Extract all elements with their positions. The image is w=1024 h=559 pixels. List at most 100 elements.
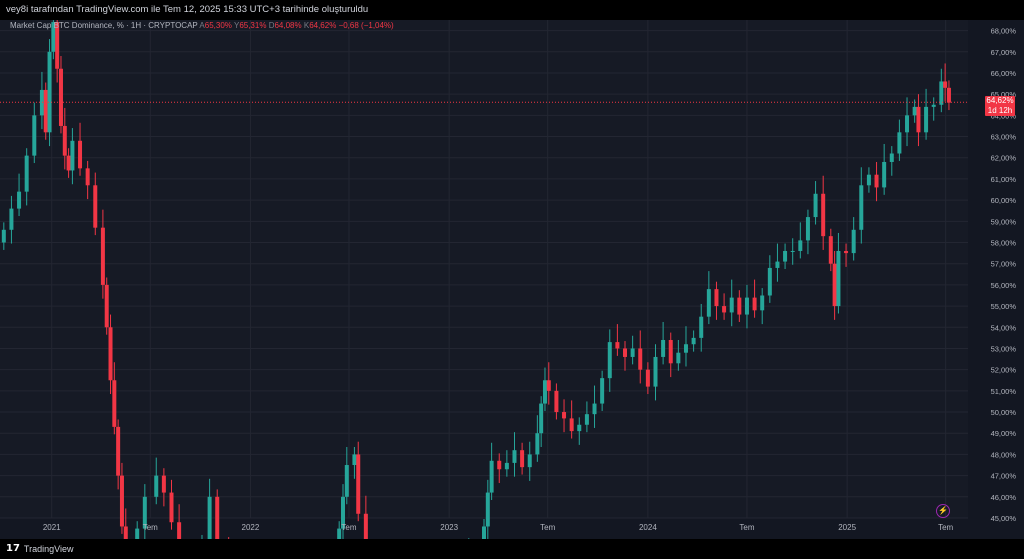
candle-body <box>828 236 833 264</box>
candle-body <box>70 140 75 171</box>
lightning-bolt-icon[interactable]: ⚡ <box>936 504 950 518</box>
footer-bar: 17 TradingView <box>0 539 1024 559</box>
change-value: −0,68 (−1,04%) <box>338 21 394 30</box>
candle-body <box>356 454 361 514</box>
candle-body <box>177 522 182 539</box>
candle-body <box>683 344 688 353</box>
y-tick-label: 59,00% <box>991 217 1017 226</box>
candle-body <box>512 450 517 463</box>
candle-body <box>527 454 532 468</box>
candle-body <box>100 227 105 285</box>
high-value: 65,31% <box>239 21 267 30</box>
candle-body <box>661 339 666 357</box>
candle-body <box>737 297 742 315</box>
candle-body <box>93 185 98 228</box>
y-tick-label: 51,00% <box>991 387 1017 396</box>
close-value: 64,62% <box>309 21 337 30</box>
candle-body <box>24 155 29 192</box>
candle-body <box>916 106 921 133</box>
x-tick-label: Tem <box>540 523 555 532</box>
y-tick-label: 62,00% <box>991 154 1017 163</box>
candle-body <box>154 475 159 497</box>
y-tick-label: 61,00% <box>991 175 1017 184</box>
y-tick-label: 57,00% <box>991 260 1017 269</box>
low-label: D <box>268 21 275 30</box>
candle-body <box>62 125 67 156</box>
open-label: A <box>199 21 205 30</box>
candle-body <box>108 327 113 381</box>
low-value: 64,08% <box>274 21 302 30</box>
candle-body <box>123 526 128 539</box>
y-tick-label: 50,00% <box>991 408 1017 417</box>
y-tick-label: 58,00% <box>991 239 1017 248</box>
y-tick-label: 65,00% <box>991 90 1017 99</box>
candle-body <box>946 87 951 103</box>
brand-name: TradingView <box>23 544 74 554</box>
candle-body <box>897 132 902 154</box>
candle-body <box>32 115 37 156</box>
candle-body <box>169 492 174 523</box>
candle-body <box>813 193 818 218</box>
plot-area[interactable] <box>0 20 968 518</box>
candle-body <box>340 496 345 529</box>
y-tick-label: 45,00% <box>991 514 1017 523</box>
candle-body <box>805 217 810 241</box>
candle-body <box>866 174 871 186</box>
candle-body <box>798 240 803 251</box>
candle-body <box>691 337 696 345</box>
x-tick-label: Tem <box>341 523 356 532</box>
attribution-text: vey8i tarafından TradingView.com ile Tem… <box>6 4 369 15</box>
symbol-title: Market Cap BTC Dominance, % · 1H · CRYPT… <box>10 21 198 30</box>
candle-body <box>939 81 944 105</box>
candle-body <box>874 174 879 188</box>
y-tick-label: 55,00% <box>991 302 1017 311</box>
candle-body <box>706 289 711 317</box>
candle-body <box>363 513 368 539</box>
candle-body <box>482 526 486 539</box>
candle-body <box>783 250 788 262</box>
candle-body <box>592 403 597 415</box>
tradingview-brand[interactable]: 17 TradingView <box>6 539 73 559</box>
y-tick-label: 52,00% <box>991 366 1017 375</box>
x-axis-ticks: 2021 Tem 2022 Tem 2023 Tem 2024 Tem 2025 Tem <box>43 523 954 532</box>
candle-body <box>775 261 780 268</box>
x-tick-label: Tem <box>739 523 754 532</box>
candle-body <box>497 460 502 470</box>
candle-body <box>104 284 109 328</box>
x-tick-label: 2022 <box>242 523 260 532</box>
candle-body <box>43 89 48 133</box>
last-price-tag: 64,62% 1d 12h <box>985 96 1015 117</box>
candle-body <box>790 250 795 252</box>
x-tick-label: Tem <box>938 523 953 532</box>
last-price-value: 64,62% <box>986 96 1014 106</box>
candle-body <box>539 403 544 434</box>
candlestick-chart[interactable]: 45,00% 46,00% 47,00% 48,00% 49,00% 50,00% 51,0… <box>0 20 1024 539</box>
y-tick-label: 60,00% <box>991 196 1017 205</box>
high-label: Y <box>233 21 240 30</box>
y-axis-ticks: 45,00% 46,00% 47,00% 48,00% 49,00% 50,00% 51,0… <box>991 27 1017 523</box>
x-tick-label: 2021 <box>43 523 61 532</box>
candle-body <box>569 418 574 432</box>
y-tick-label: 56,00% <box>991 281 1017 290</box>
candle-body <box>142 496 147 529</box>
candle-body <box>58 68 63 126</box>
candle-body <box>924 106 929 133</box>
y-tick-label: 48,00% <box>991 450 1017 459</box>
candle-body <box>520 450 525 468</box>
candle-body <box>352 454 357 466</box>
candle-body <box>78 140 83 169</box>
candle-body <box>889 153 894 162</box>
y-tick-label: 68,00% <box>991 27 1017 36</box>
candle-body <box>337 528 342 539</box>
candle-body <box>119 475 124 527</box>
y-tick-label: 66,00% <box>991 69 1017 78</box>
candle-body <box>542 380 547 404</box>
candle-body <box>9 208 14 230</box>
candle-body <box>85 168 90 186</box>
x-tick-label: Tem <box>143 523 158 532</box>
attribution-bar: vey8i tarafından TradingView.com ile Tem… <box>0 0 1024 20</box>
candle-body <box>47 51 52 133</box>
candle-body <box>767 267 772 296</box>
y-tick-label: 63,00% <box>991 133 1017 142</box>
symbol-legend[interactable]: Market Cap BTC Dominance, % · 1H · CRYPT… <box>10 21 394 30</box>
